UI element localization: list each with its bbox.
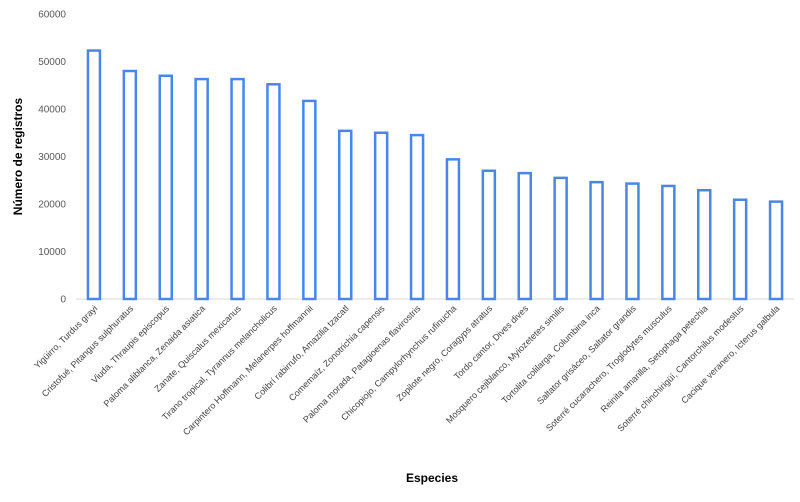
x-tick-label: Soterré cucarachero, Troglodytes musculu… — [544, 303, 674, 433]
bar — [266, 83, 281, 301]
bar — [768, 200, 784, 301]
bar — [302, 99, 317, 301]
bar — [553, 176, 568, 301]
bar — [409, 133, 425, 301]
bar — [589, 180, 604, 301]
y-axis-title: Número de registros — [11, 97, 25, 215]
bar — [194, 77, 209, 301]
bar — [697, 188, 712, 301]
bars — [86, 49, 784, 301]
bar — [445, 158, 461, 301]
bar — [517, 171, 532, 301]
x-tick-label: Carpintero Hoffmann, Melanerpes hoffmann… — [181, 303, 315, 437]
bar — [625, 182, 640, 301]
y-tick-label: 50000 — [38, 57, 66, 68]
y-axis-ticks: 0 10000 20000 30000 40000 50000 60000 — [38, 10, 66, 306]
y-tick-label: 40000 — [38, 105, 66, 116]
y-tick-label: 30000 — [38, 152, 66, 163]
bar — [481, 169, 497, 301]
y-tick-label: 20000 — [38, 200, 66, 211]
x-tick-label: Soterré chinchirigüí, Cantorchilus modes… — [615, 303, 746, 434]
bar — [732, 198, 748, 301]
x-tick-label: Yigüirro, Turdus grayi — [32, 303, 99, 370]
bar — [661, 184, 676, 301]
bar — [158, 74, 173, 301]
y-tick-label: 10000 — [38, 247, 66, 258]
y-tick-label: 0 — [60, 295, 66, 306]
bar — [122, 69, 138, 301]
bar — [230, 77, 245, 301]
bar — [373, 131, 389, 301]
y-tick-label: 60000 — [38, 10, 66, 21]
x-axis-title: Especies — [406, 471, 458, 485]
bar — [86, 49, 102, 301]
bar — [338, 129, 353, 301]
